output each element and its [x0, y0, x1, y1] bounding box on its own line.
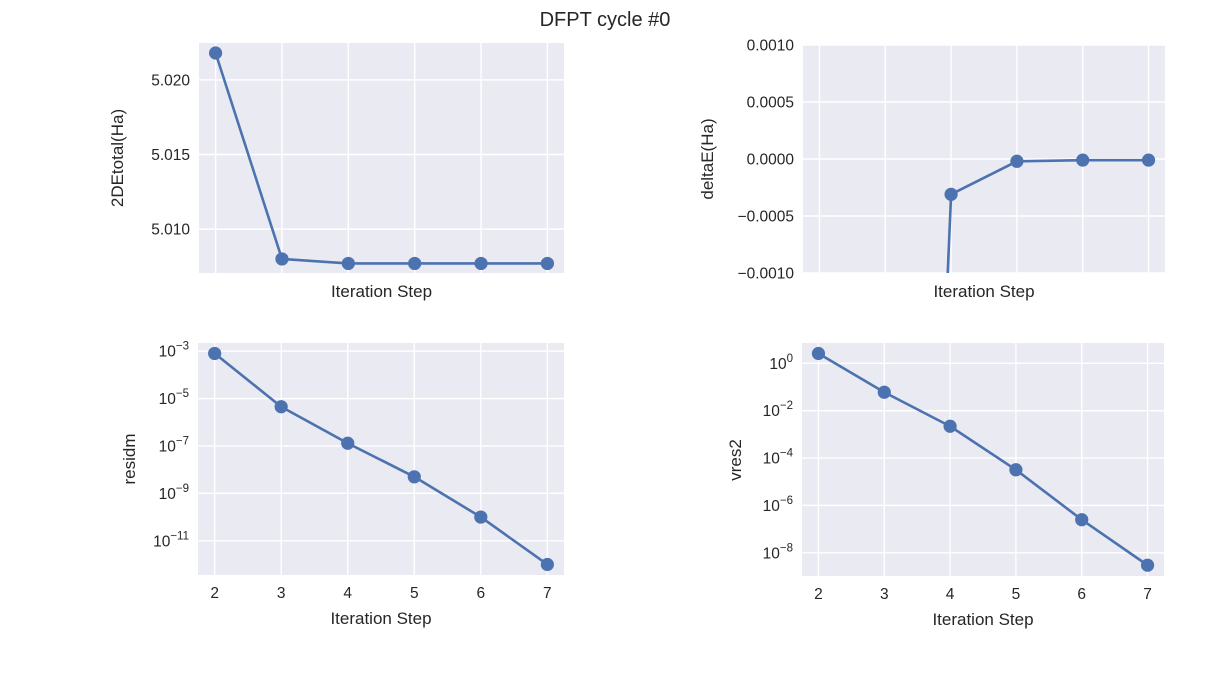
data-point [274, 400, 288, 414]
xlabel-deltae: Iteration Step [933, 282, 1035, 301]
y-tick-label: −0.0005 [738, 209, 794, 226]
subplot-deltaE: 0.0010 0.0005 0.0000 −0.0005 −0.0010 [738, 38, 1165, 283]
data-point [1075, 513, 1089, 527]
x-tick-label: 6 [1077, 586, 1086, 603]
series-line [817, 352, 1149, 567]
x-tick-label: 2 [210, 585, 219, 602]
data-point [1076, 153, 1090, 167]
axes-background [802, 343, 1164, 576]
data-point [1010, 154, 1024, 168]
grid [198, 343, 564, 575]
y-tick-label: 10−2 [763, 400, 793, 420]
series-line [213, 352, 549, 566]
series-vres2 [811, 346, 1155, 572]
data-point [811, 346, 826, 361]
series-deltaE [944, 153, 1156, 273]
x-tick-label: 7 [1143, 586, 1152, 603]
y-tick-label: 10−6 [763, 495, 793, 515]
y-tick-label: 10−5 [159, 388, 189, 408]
grid [199, 43, 564, 273]
y-tick-label: −0.0010 [738, 266, 795, 283]
grid [802, 343, 1164, 576]
y-tick-label: 5.010 [151, 222, 190, 239]
y-tick-label: 10−4 [763, 448, 794, 468]
data-point [1009, 463, 1023, 477]
data-point [408, 256, 422, 271]
data-point [341, 436, 355, 450]
series-residm [208, 346, 554, 572]
ylabel-deltae: deltaE(Ha) [698, 118, 717, 200]
x-tick-label: 4 [343, 585, 352, 602]
y-tick-label: 10−8 [763, 542, 793, 562]
x-tick-label: 7 [543, 585, 552, 602]
data-point [275, 252, 289, 266]
xlabel-2detotal: Iteration Step [330, 282, 433, 301]
data-point [877, 385, 891, 399]
y-tick-label: 0.0000 [747, 152, 795, 169]
data-point [540, 557, 554, 572]
ylabel-vres2: vres2 [726, 438, 745, 481]
y-tick-label: 100 [769, 353, 793, 373]
subplot-2DEtotal: 5.010 5.015 5.020 [151, 43, 564, 273]
x-tick-label: 4 [946, 586, 955, 603]
data-point [208, 346, 222, 361]
figure-title: DFPT cycle #0 [539, 9, 671, 31]
xlabel-vres2: Iteration Step [932, 610, 1034, 629]
data-point [208, 46, 223, 60]
data-point [944, 187, 958, 201]
data-point [1140, 558, 1155, 572]
subplot-vres2: 100 10−2 10−4 10−6 10−8 2 3 4 5 6 7 [763, 343, 1164, 603]
data-point [943, 419, 957, 433]
x-tick-label: 2 [814, 586, 823, 603]
x-tick-label: 3 [880, 586, 889, 603]
y-tick-label: 5.020 [151, 72, 190, 89]
ylabel-2detotal: 2DEtotal(Ha) [108, 108, 127, 208]
ylabel-residm: residm [120, 433, 139, 485]
data-point [540, 256, 555, 271]
y-tick-label: 10−3 [159, 341, 189, 361]
y-tick-label: 10−11 [153, 530, 189, 550]
y-tick-label: 10−7 [159, 435, 189, 455]
series-line [946, 158, 1150, 273]
series-line [214, 51, 549, 265]
subplot-residm: 10−3 10−5 10−7 10−9 10−11 2 3 4 5 6 7 [153, 341, 564, 602]
data-point [474, 510, 488, 524]
axes-background [199, 43, 564, 273]
xlabel-residm: Iteration Step [330, 609, 432, 628]
x-tick-label: 5 [1012, 586, 1021, 603]
grid [803, 44, 1165, 274]
x-tick-label: 5 [410, 585, 419, 602]
data-point [341, 256, 355, 271]
x-tick-label: 3 [277, 585, 286, 602]
data-point [1141, 153, 1156, 167]
y-tick-label: 0.0005 [747, 95, 794, 112]
data-point [407, 470, 421, 484]
data-point [474, 256, 488, 271]
y-tick-label: 10−9 [159, 483, 189, 503]
y-tick-label: 5.015 [151, 147, 190, 164]
series-2DEtotal [208, 46, 555, 271]
x-tick-label: 6 [477, 585, 486, 602]
y-tick-label: 0.0010 [747, 38, 795, 55]
